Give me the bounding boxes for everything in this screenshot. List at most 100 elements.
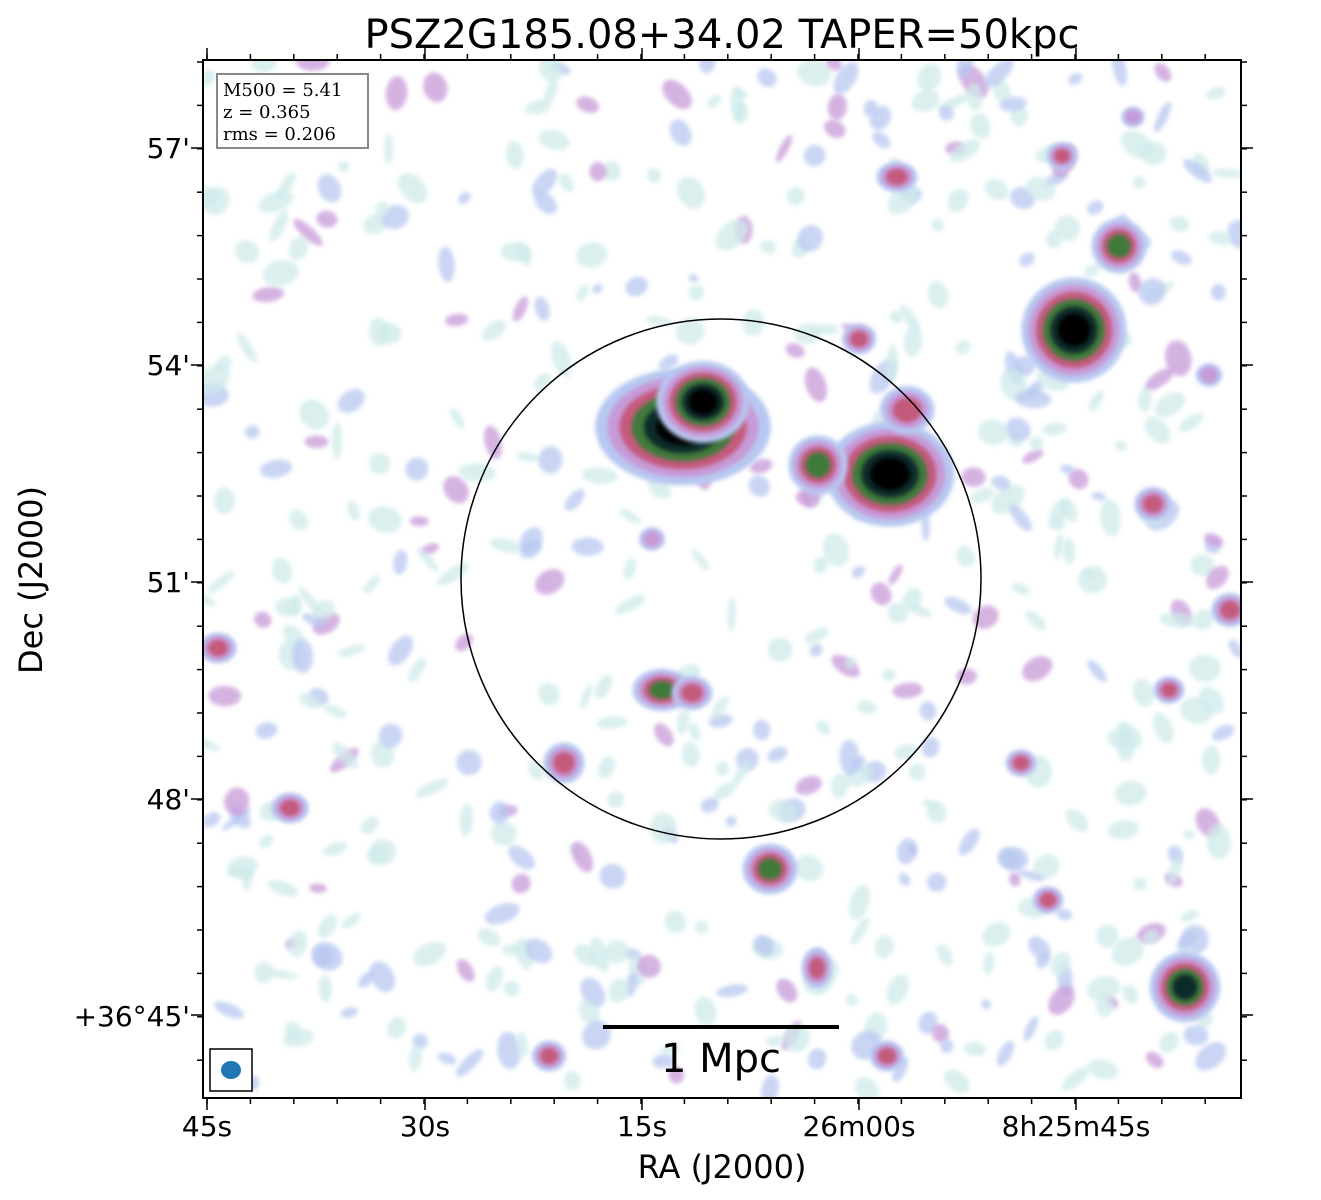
noise-blob: [340, 1007, 359, 1018]
noise-blob: [1205, 87, 1226, 100]
radio-source: [825, 421, 955, 527]
noise-blob: [337, 644, 366, 657]
noise-blob: [438, 246, 455, 283]
noise-blob: [911, 89, 941, 112]
noise-blob: [289, 509, 309, 531]
noise-blob: [241, 869, 253, 890]
noise-blob: [538, 445, 563, 474]
noise-blob: [647, 167, 662, 184]
radio-source: [543, 742, 585, 784]
noise-blob: [874, 935, 894, 959]
source-contour: [758, 858, 782, 880]
r500-circle: [460, 318, 982, 840]
noise-blob: [1176, 931, 1197, 950]
noise-blob: [516, 452, 539, 462]
noise-blob: [288, 236, 308, 261]
noise-blob: [943, 1069, 970, 1094]
noise-blob: [304, 435, 329, 449]
noise-blob: [208, 685, 241, 707]
noise-blob: [258, 834, 274, 849]
noise-blob: [727, 597, 737, 632]
noise-blob: [1188, 654, 1221, 683]
noise-blob: [668, 1065, 684, 1084]
noise-blob: [222, 807, 252, 831]
info-box: M500 = 5.41 z = 0.365 rms = 0.206: [216, 73, 369, 149]
noise-blob: [599, 863, 626, 889]
radio-source: [1149, 951, 1221, 1023]
noise-blob: [1182, 829, 1196, 840]
x-tick-label: 15s: [617, 1110, 667, 1143]
noise-blob: [992, 80, 1011, 104]
noise-blob: [681, 741, 700, 768]
noise-blob: [827, 93, 847, 121]
noise-blob: [405, 457, 429, 481]
noise-blob: [831, 654, 860, 678]
noise-blob: [785, 343, 805, 358]
noise-blob: [1180, 910, 1199, 922]
noise-blob: [367, 506, 402, 534]
noise-blob: [1158, 1031, 1180, 1053]
noise-blob: [824, 119, 846, 139]
noise-blob: [1005, 417, 1031, 442]
noise-blob: [888, 564, 903, 585]
noise-blob: [1099, 498, 1121, 537]
noise-blob: [597, 756, 616, 779]
noise-blob: [608, 978, 630, 1003]
noise-blob: [927, 281, 949, 309]
y-tick-label: 48': [147, 783, 190, 816]
radio-source: [271, 792, 309, 824]
noise-blob: [244, 425, 260, 439]
radio-source: [1121, 106, 1145, 128]
noise-blob: [505, 140, 525, 169]
noise-blob: [369, 961, 396, 993]
noise-blob: [417, 547, 439, 573]
noise-blob: [1165, 340, 1192, 377]
noise-blob: [293, 219, 323, 246]
noise-blob: [288, 930, 308, 958]
noise-blob: [797, 60, 832, 87]
noise-blob: [1154, 63, 1172, 82]
plot-frame: [202, 59, 1242, 1099]
noise-blob: [538, 682, 560, 706]
source-contour: [1143, 495, 1163, 513]
noise-blob: [872, 131, 891, 149]
noise-blob: [203, 364, 231, 395]
noise-blob: [423, 72, 448, 103]
noise-blob: [1086, 200, 1104, 215]
noise-blob: [607, 791, 625, 809]
noise-blob: [347, 500, 360, 522]
noise-blob: [996, 1040, 1015, 1067]
noise-blob: [1025, 610, 1047, 631]
noise-blob: [1143, 929, 1160, 945]
noise-blob: [295, 60, 330, 71]
noise-blob: [760, 240, 777, 254]
noise-blob: [1019, 252, 1035, 267]
noise-blob: [733, 102, 749, 125]
noise-blob: [931, 1024, 950, 1043]
noise-blob: [485, 965, 504, 993]
noise-blob: [921, 736, 940, 758]
noise-blob: [500, 241, 532, 262]
noise-blob: [596, 716, 628, 729]
noise-blob: [850, 916, 870, 946]
noise-blob: [323, 841, 348, 857]
source-contour: [808, 957, 826, 979]
noise-blob: [1011, 582, 1031, 595]
noise-blob: [318, 974, 333, 1003]
noise-blob: [949, 139, 981, 163]
noise-blob: [215, 356, 232, 372]
noise-blob: [501, 943, 525, 956]
noise-blob: [761, 1074, 779, 1098]
noise-blob: [524, 99, 552, 115]
noise-blob: [458, 192, 471, 204]
noise-blob: [908, 763, 926, 781]
noise-blob: [292, 638, 314, 674]
source-contour: [1107, 234, 1131, 258]
noise-blob: [317, 173, 342, 203]
noise-blob: [1228, 639, 1241, 659]
noise-blob: [455, 1049, 484, 1077]
noise-blob: [1048, 985, 1075, 1015]
noise-blob: [580, 683, 593, 709]
noise-blob: [443, 476, 469, 504]
noise-blob: [716, 984, 749, 998]
